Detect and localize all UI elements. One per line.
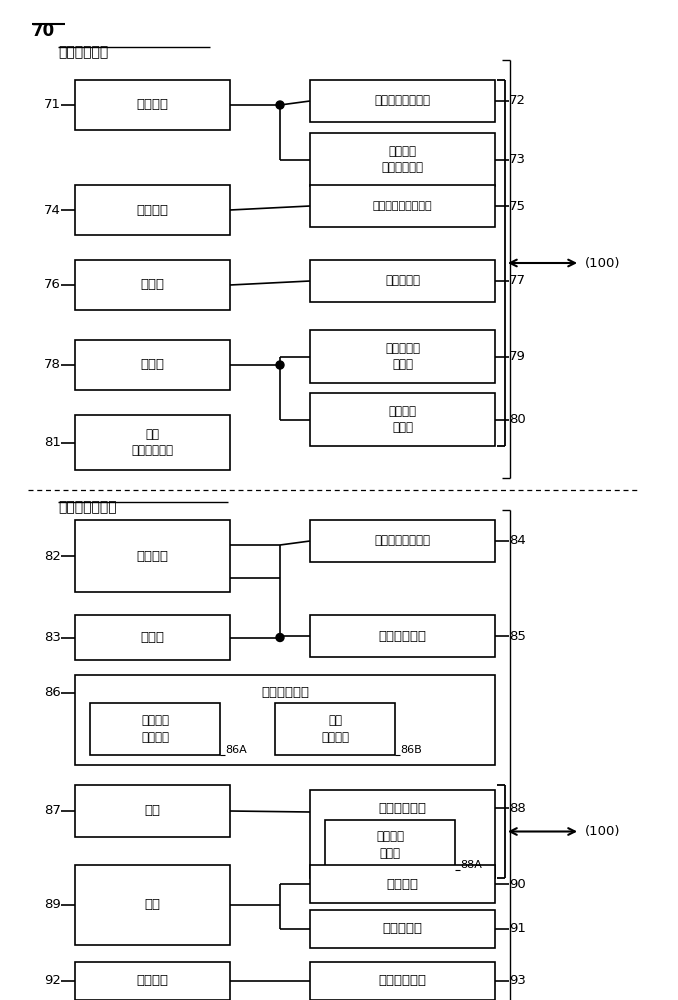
Text: 制动器踩踏量传感器: 制动器踩踏量传感器 [373,201,433,211]
Circle shape [276,634,284,642]
Text: 93: 93 [509,974,526,988]
Text: 71: 71 [44,99,61,111]
Circle shape [276,361,284,369]
Bar [310,80,495,122]
Text: (100): (100) [585,825,620,838]
Text: 换挡杆: 换挡杆 [140,278,165,292]
Bar [310,520,495,562]
Text: 转向扭矩
传感器: 转向扭矩 传感器 [388,405,416,434]
Text: 非驾驶操作系统: 非驾驶操作系统 [58,500,117,514]
Text: 扶手: 扶手 [144,898,161,912]
Text: 制动踏板: 制动踏板 [136,204,169,217]
Bar [310,330,495,383]
Text: 接触操作检测装置: 接触操作检测装置 [374,534,431,548]
Text: 74: 74 [44,204,61,217]
Text: 84: 84 [509,534,525,548]
Bar [75,785,230,837]
Text: 座椅: 座椅 [144,804,161,818]
Text: 90: 90 [509,878,525,890]
Text: 副操作件: 副操作件 [386,878,418,890]
Text: 加速踏板: 加速踏板 [136,99,169,111]
Text: 87: 87 [44,804,61,818]
Text: 驾驶操作系统: 驾驶操作系统 [58,45,108,59]
Text: 72: 72 [509,95,526,107]
Bar [310,133,495,186]
Text: 挡位传感器: 挡位传感器 [385,274,420,288]
Text: 加速踏板
反力输出装置: 加速踏板 反力输出装置 [382,145,424,174]
Bar [75,415,230,470]
Bar [310,790,495,878]
Text: 86B: 86B [400,745,422,755]
Text: 座椅驱动装置: 座椅驱动装置 [378,802,426,814]
Text: 内容播放装置: 内容播放装置 [378,630,426,643]
Text: 车窗玻璃: 车窗玻璃 [136,974,169,988]
Text: 86: 86 [44,686,61,700]
Text: 86A: 86A [225,745,247,755]
Text: 方向盘: 方向盘 [140,359,165,371]
Bar [90,703,220,755]
Text: 显示装置: 显示装置 [136,550,169,562]
Text: 加速器开度传感器: 加速器开度传感器 [374,95,431,107]
Bar [75,520,230,592]
Text: 扶手监视器: 扶手监视器 [382,922,422,936]
Bar [75,185,230,235]
Text: 转向操纵角
传感器: 转向操纵角 传感器 [385,342,420,371]
Text: 座椅位置
检测部: 座椅位置 检测部 [376,830,404,860]
Text: 扬声器: 扬声器 [140,631,165,644]
Text: 其他
驾驶操作设备: 其他 驾驶操作设备 [132,428,174,457]
Bar [275,703,395,755]
Bar [75,865,230,945]
Bar [310,393,495,446]
Text: 89: 89 [44,898,61,912]
Text: 88A: 88A [460,860,482,870]
Bar [75,80,230,130]
Text: 73: 73 [509,153,526,166]
Text: 77: 77 [509,274,526,288]
Text: 85: 85 [509,630,526,643]
Text: 81: 81 [44,436,61,449]
Text: 车窗驱动装置: 车窗驱动装置 [378,974,426,988]
Bar [310,910,495,948]
Bar [75,340,230,390]
Text: 座椅
驱动开关: 座椅 驱动开关 [321,714,349,744]
Text: 92: 92 [44,974,61,988]
Text: 76: 76 [44,278,61,292]
Text: 70: 70 [32,22,55,40]
Bar [75,675,495,765]
Bar [310,185,495,227]
Text: 79: 79 [509,350,526,363]
Text: 91: 91 [509,922,526,936]
Text: 88: 88 [509,802,525,814]
Bar [310,865,495,903]
Bar [75,260,230,310]
Circle shape [276,101,284,109]
Bar [75,615,230,660]
Text: 自动驾驶
切换开关: 自动驾驶 切换开关 [141,714,169,744]
Text: 78: 78 [44,359,61,371]
Text: 各种操作开关: 各种操作开关 [261,686,309,700]
Bar [310,615,495,657]
Bar [75,962,230,1000]
Bar [310,260,495,302]
Text: 80: 80 [509,413,525,426]
Bar [310,962,495,1000]
Text: 83: 83 [44,631,61,644]
Text: 75: 75 [509,200,526,213]
Bar [325,820,455,870]
Text: (100): (100) [585,256,620,269]
Text: 82: 82 [44,550,61,562]
